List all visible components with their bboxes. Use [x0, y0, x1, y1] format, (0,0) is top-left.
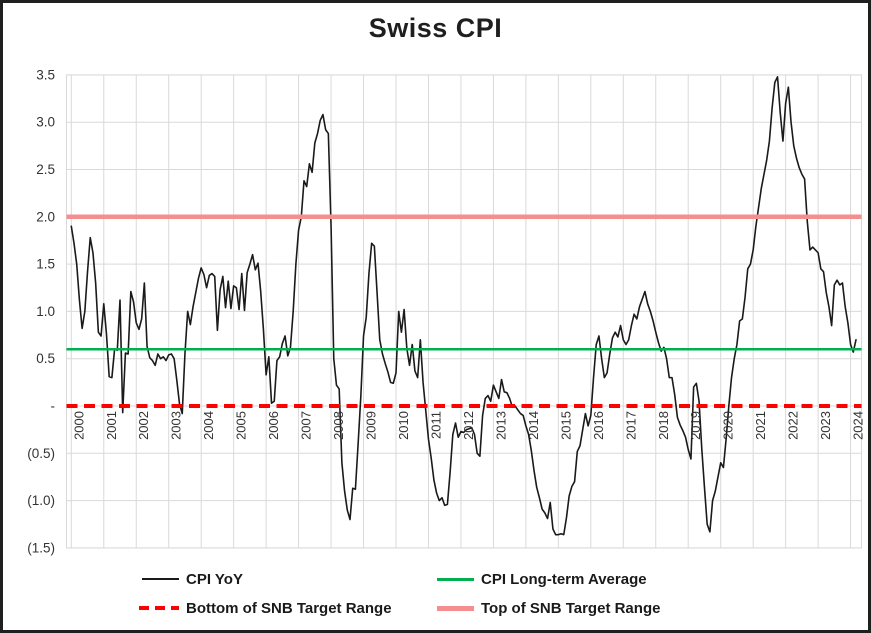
x-tick-label: 2022	[786, 411, 801, 440]
x-tick-label: 2006	[266, 411, 281, 440]
y-tick-label: 2.5	[36, 162, 55, 177]
legend-item-top-target: Top of SNB Target Range	[437, 598, 660, 618]
y-tick-label: (1.5)	[27, 540, 55, 555]
legend-label-top-target: Top of SNB Target Range	[481, 599, 661, 617]
x-tick-label: 2023	[818, 411, 833, 440]
bottom-target-line-marker	[139, 606, 179, 610]
x-tick-label: 2011	[428, 411, 443, 439]
x-tick-label: 2003	[169, 411, 184, 440]
y-tick-label: 1.0	[36, 304, 55, 319]
x-tick-label: 2005	[234, 411, 249, 440]
x-tick-label: 2007	[299, 411, 314, 440]
y-tick-label: -	[51, 399, 56, 414]
x-tick-label: 2009	[364, 411, 379, 440]
y-tick-label: (0.5)	[27, 446, 55, 461]
legend-label-bottom-target: Bottom of SNB Target Range	[186, 599, 392, 617]
x-tick-label: 2000	[71, 411, 86, 440]
legend-item-long-term-average: CPI Long-term Average	[437, 569, 647, 589]
top-target-line-marker	[437, 605, 474, 611]
y-tick-label: (1.0)	[27, 493, 55, 508]
x-tick-label: 2002	[136, 411, 151, 440]
legend-label-cpi-yoy: CPI YoY	[186, 570, 243, 588]
x-tick-label: 2021	[753, 411, 768, 440]
x-tick-label: 2001	[104, 411, 119, 440]
y-tick-label: 3.5	[36, 67, 55, 82]
x-tick-label: 2014	[526, 411, 541, 440]
legend-item-bottom-target: Bottom of SNB Target Range	[139, 598, 392, 618]
average-line-marker	[437, 577, 474, 581]
x-tick-label: 2010	[396, 411, 411, 440]
chart-title: Swiss CPI	[368, 13, 503, 43]
x-tick-label: 2016	[591, 411, 606, 440]
x-tick-label: 2024	[851, 411, 866, 440]
y-tick-label: 3.0	[36, 115, 55, 130]
x-tick-label: 2008	[331, 411, 346, 440]
x-tick-label: 2018	[656, 411, 671, 440]
x-tick-label: 2015	[558, 411, 573, 440]
x-tick-label: 2020	[721, 411, 736, 440]
x-tick-label: 2004	[201, 411, 216, 440]
cpi-line-chart: 3.5 3.0 2.5 2.0 1.5 1.0 0.5 - (0.5) (1.0) (1.5) 200…	[27, 67, 866, 555]
x-tick-label: 2012	[461, 411, 476, 440]
y-tick-label: 2.0	[36, 209, 55, 224]
legend-label-long-term-average: CPI Long-term Average	[481, 570, 647, 588]
x-tick-label: 2019	[688, 411, 703, 440]
legend-item-cpi-yoy: CPI YoY	[142, 569, 243, 589]
cpi-yoy-line-marker	[142, 578, 179, 580]
cpi-yoy-series-line	[70, 75, 857, 536]
plot-border	[66, 74, 862, 549]
y-tick-label: 1.5	[36, 257, 55, 272]
x-tick-label: 2013	[493, 411, 508, 440]
x-tick-label: 2017	[623, 411, 638, 440]
y-tick-label: 0.5	[36, 351, 55, 366]
